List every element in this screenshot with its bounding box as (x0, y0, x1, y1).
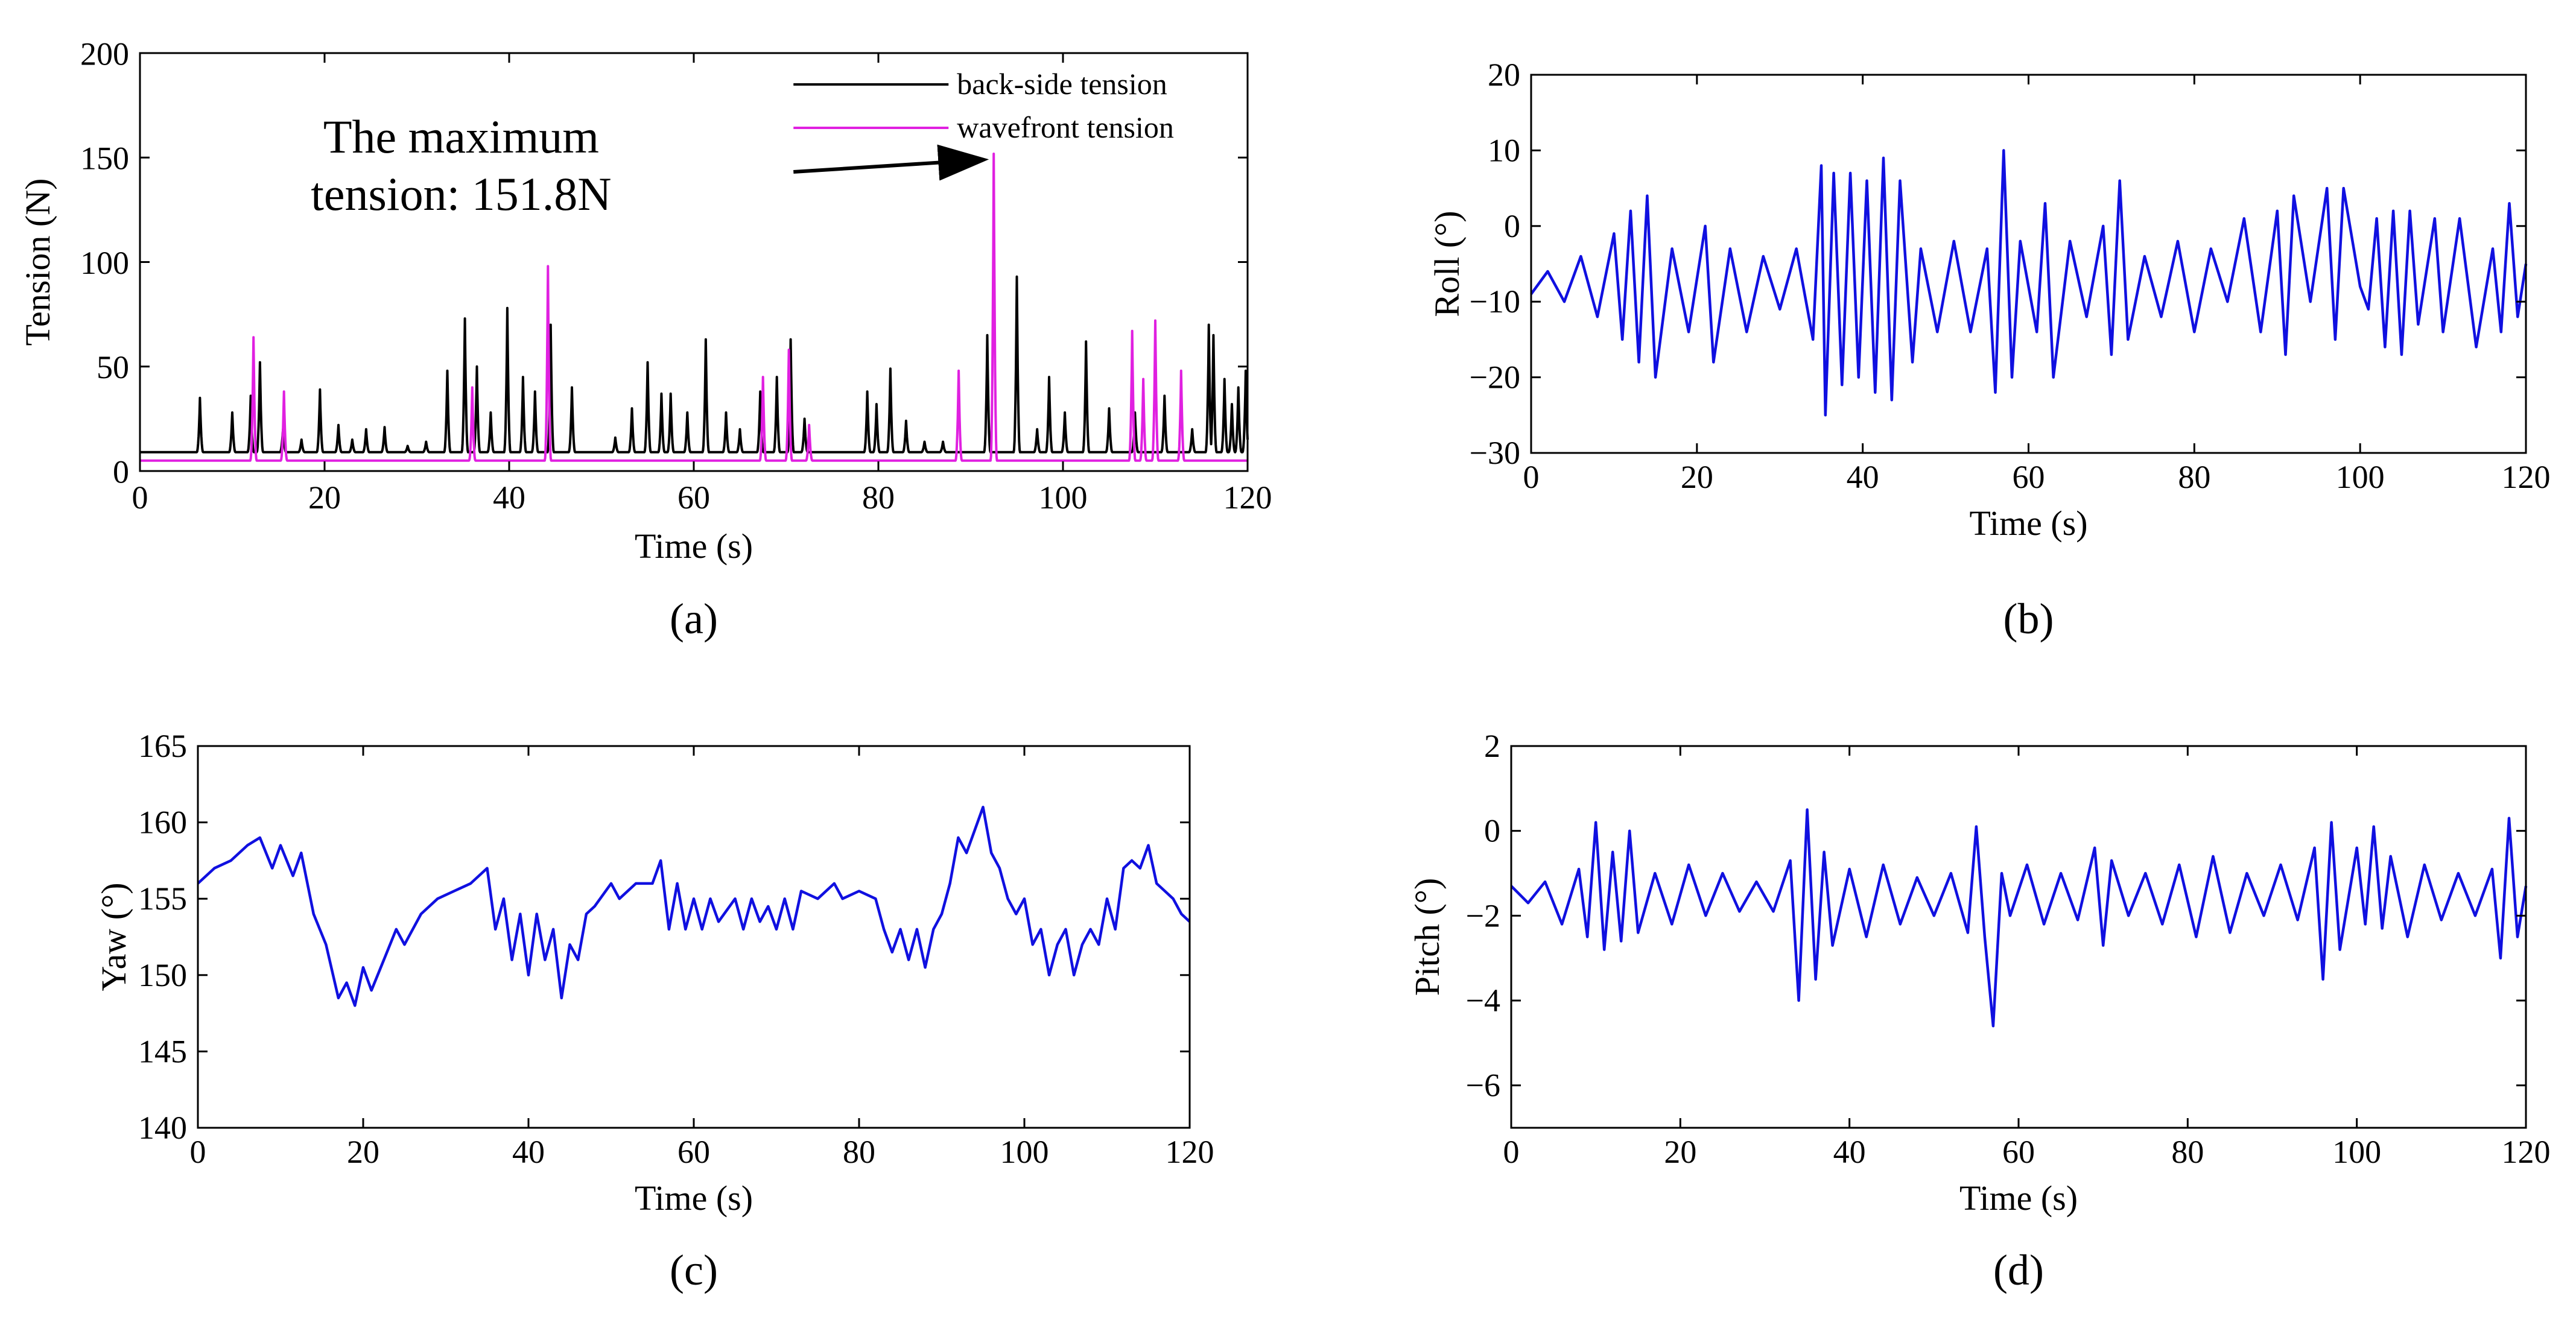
x-tick-label: 120 (2502, 459, 2551, 495)
y-axis-label: Yaw (°) (94, 882, 133, 991)
x-axis-label: Time (s) (635, 527, 753, 566)
series-line-pitch (1510, 808, 2528, 1028)
y-tick-label: −30 (1470, 435, 1520, 471)
annotation-text-line2: tension: 151.8N (311, 168, 611, 220)
x-tick-label: 0 (190, 1134, 206, 1170)
x-tick-label: 60 (2013, 459, 2045, 495)
x-tick-label: 80 (2171, 1134, 2204, 1170)
y-axis-label: Tension (N) (18, 179, 57, 346)
x-tick-label: 20 (1681, 459, 1713, 495)
legend-entry: wavefront tension (957, 110, 1174, 144)
y-tick-label: 0 (1484, 813, 1500, 849)
y-tick-label: 2 (1484, 728, 1500, 764)
x-tick-label: 0 (1503, 1134, 1520, 1170)
panel-b-roll-chart: 0 20 40 60 80 100 120 −30 −20 −10 0 10 20 Time (s) Rol… (1427, 57, 2551, 643)
plot-frame (1530, 74, 2527, 454)
annotation-arrow (793, 144, 989, 181)
y-tick-label: 155 (138, 881, 187, 917)
x-tick-label: 40 (493, 479, 525, 516)
x-tick-label: 0 (1523, 459, 1540, 495)
x-tick-label: 120 (2502, 1134, 2551, 1170)
x-tick-label: 20 (347, 1134, 379, 1170)
y-tick-label: 160 (138, 805, 187, 841)
series-line-yaw (197, 806, 1191, 1007)
y-tick-label: 50 (97, 349, 129, 385)
x-tick-label: 60 (677, 479, 710, 516)
plot-frame (197, 745, 1191, 1129)
x-tick-label: 80 (2178, 459, 2210, 495)
y-tick-label: 10 (1488, 132, 1520, 168)
y-axis-label: Pitch (°) (1407, 878, 1447, 996)
series-line-back-side-tension (139, 275, 1249, 454)
y-tick-label: 150 (80, 141, 129, 177)
y-tick-label: 20 (1488, 57, 1520, 93)
y-tick-label: −6 (1466, 1067, 1500, 1104)
panel-label: (b) (2003, 595, 2054, 643)
x-tick-label: 60 (2002, 1134, 2035, 1170)
y-tick-label: 140 (138, 1110, 187, 1146)
panel-a-tension-chart: 0 20 40 60 80 100 120 0 50 100 150 200 Time (s) Tensi… (18, 36, 1272, 643)
y-tick-label: 150 (138, 957, 187, 993)
y-tick-label: −4 (1466, 982, 1500, 1019)
y-tick-label: 165 (138, 728, 187, 764)
x-tick-label: 80 (843, 1134, 875, 1170)
x-tick-label: 100 (2332, 1134, 2381, 1170)
y-tick-label: 100 (80, 245, 129, 281)
x-axis-label: Time (s) (635, 1178, 753, 1218)
x-tick-label: 120 (1166, 1134, 1214, 1170)
x-axis-label: Time (s) (1969, 504, 2087, 543)
series-line-wavefront-tension (139, 153, 1249, 462)
x-tick-label: 40 (1847, 459, 1879, 495)
x-tick-label: 60 (677, 1134, 710, 1170)
panel-label: (a) (670, 595, 718, 643)
y-tick-label: 0 (113, 454, 129, 490)
x-tick-label: 40 (512, 1134, 545, 1170)
x-axis-label: Time (s) (1959, 1178, 2078, 1218)
x-tick-label: 100 (1039, 479, 1088, 516)
y-tick-label: 200 (80, 36, 129, 72)
legend-entry: back-side tension (957, 67, 1167, 101)
x-tick-label: 40 (1833, 1134, 1866, 1170)
x-tick-label: 20 (308, 479, 341, 516)
y-axis-label: Roll (°) (1427, 210, 1467, 317)
panel-c-yaw-chart: 0 20 40 60 80 100 120 140 145 150 155 160 165 Time (s… (94, 728, 1214, 1294)
y-tick-label: −10 (1470, 283, 1520, 320)
x-tick-label: 100 (2336, 459, 2385, 495)
x-tick-label: 0 (132, 479, 148, 516)
x-tick-label: 100 (1000, 1134, 1049, 1170)
y-tick-label: 145 (138, 1033, 187, 1069)
x-tick-label: 120 (1223, 479, 1272, 516)
series-line-roll (1530, 149, 2528, 417)
y-tick-label: −20 (1470, 359, 1520, 396)
panel-d-pitch-chart: 0 20 40 60 80 100 120 −6 −4 −2 0 2 Time (s) Pitch (°)… (1407, 728, 2551, 1294)
plot-frame (1510, 745, 2527, 1129)
x-tick-label: 80 (862, 479, 895, 516)
panel-label: (d) (1993, 1246, 2044, 1294)
x-tick-label: 20 (1664, 1134, 1696, 1170)
y-tick-label: 0 (1504, 208, 1520, 244)
y-tick-label: −2 (1466, 897, 1500, 934)
annotation-text-line1: The maximum (323, 110, 599, 163)
panel-label: (c) (670, 1246, 718, 1294)
